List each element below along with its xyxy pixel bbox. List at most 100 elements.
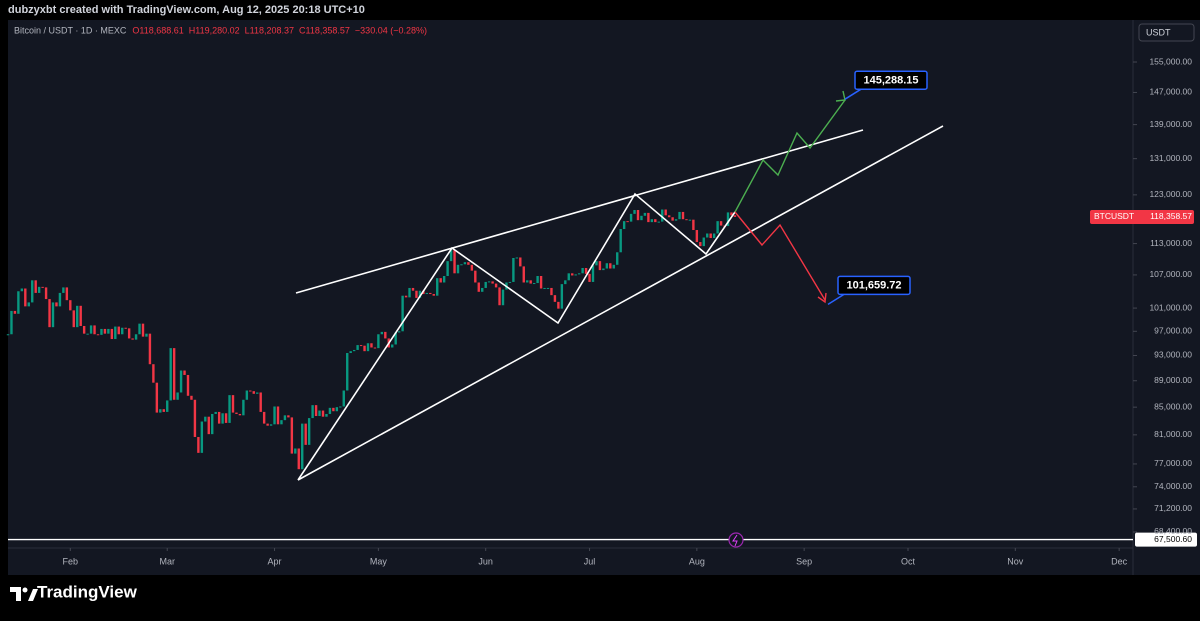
candle xyxy=(169,348,172,401)
event-icon xyxy=(728,532,744,548)
y-tick-label: 147,000.00 xyxy=(1149,87,1192,97)
candle xyxy=(141,323,145,337)
x-tick-label: May xyxy=(370,556,388,566)
candle xyxy=(197,436,200,453)
candle xyxy=(678,211,681,220)
candle xyxy=(166,400,169,412)
candle xyxy=(51,302,55,328)
y-tick-label: 89,000.00 xyxy=(1154,375,1192,385)
candle xyxy=(526,280,529,283)
candle xyxy=(256,392,259,394)
bull-arrowhead xyxy=(835,90,846,102)
x-tick-label: Jun xyxy=(478,556,493,566)
candle xyxy=(536,275,539,284)
y-tick-label: 113,000.00 xyxy=(1150,238,1192,248)
candle xyxy=(211,413,214,435)
logo-mark xyxy=(22,587,28,593)
y-tick-label: 81,000.00 xyxy=(1154,429,1192,439)
candle xyxy=(463,262,467,265)
candle xyxy=(31,280,34,303)
candle xyxy=(62,287,65,293)
candle xyxy=(76,305,79,328)
candle xyxy=(477,282,480,292)
candle xyxy=(633,210,636,214)
candle xyxy=(138,323,141,335)
candle xyxy=(647,212,650,223)
ohlc-value: H119,280.02 xyxy=(189,25,240,35)
candle xyxy=(726,212,730,227)
candle xyxy=(550,287,553,296)
candle xyxy=(626,221,629,223)
candle xyxy=(280,420,283,425)
y-tick-label: 97,000.00 xyxy=(1154,326,1192,336)
x-tick-label: Oct xyxy=(901,556,916,566)
candle xyxy=(501,289,505,306)
candle xyxy=(86,333,89,335)
candle xyxy=(134,334,138,340)
candle xyxy=(314,405,318,417)
candle xyxy=(699,242,702,247)
candle xyxy=(235,412,238,414)
currency-box xyxy=(1138,23,1195,42)
candle xyxy=(100,328,103,335)
candle xyxy=(612,264,615,269)
overlay: 67,500.60 BTCUSDT 118,358.57 145,288.15 101,… xyxy=(8,70,1197,547)
candle xyxy=(498,287,501,306)
candle xyxy=(408,287,411,298)
candle xyxy=(290,417,294,454)
price-line-label: 67,500.60 xyxy=(1154,534,1192,544)
x-tick-label: Apr xyxy=(268,556,282,566)
candle xyxy=(401,295,404,332)
candle xyxy=(93,325,96,335)
candle xyxy=(685,219,688,221)
candle xyxy=(602,268,605,271)
candle xyxy=(13,310,17,314)
candle xyxy=(543,287,546,289)
x-tick-label: Aug xyxy=(689,556,705,566)
candle xyxy=(10,310,13,335)
price-line-box xyxy=(1135,532,1197,547)
logo-mark xyxy=(28,589,38,601)
candle xyxy=(159,409,162,413)
candle xyxy=(571,273,574,276)
candle xyxy=(301,423,304,470)
candle xyxy=(79,305,82,326)
candle xyxy=(276,406,280,425)
candle xyxy=(294,448,297,454)
candle xyxy=(152,364,155,383)
candle xyxy=(674,219,678,221)
candle xyxy=(567,273,570,281)
candle xyxy=(287,415,290,418)
candle xyxy=(671,217,674,221)
candle xyxy=(411,287,415,291)
candle xyxy=(730,212,733,216)
candle xyxy=(519,257,522,267)
candle xyxy=(24,288,27,307)
y-tick-label: 71,200.00 xyxy=(1154,503,1192,513)
candle xyxy=(609,263,612,269)
candle xyxy=(474,270,477,283)
candle xyxy=(716,221,719,234)
candle xyxy=(186,374,190,396)
candle xyxy=(204,416,207,422)
currency: USDT xyxy=(1146,27,1171,37)
y-tick-label: 101,000.00 xyxy=(1149,302,1192,312)
candle xyxy=(446,261,449,276)
candle xyxy=(439,278,442,283)
bull-path xyxy=(734,99,846,213)
candle xyxy=(114,326,117,340)
candle xyxy=(456,264,460,274)
candle xyxy=(69,300,72,311)
candle xyxy=(522,266,525,283)
candle xyxy=(508,281,512,283)
candle xyxy=(564,280,567,285)
candle xyxy=(221,413,224,424)
candle xyxy=(183,370,186,375)
y-tick-label: 85,000.00 xyxy=(1154,401,1192,411)
candle xyxy=(429,292,432,295)
candle xyxy=(622,221,626,230)
y-tick-label: 123,000.00 xyxy=(1149,189,1192,199)
candle xyxy=(55,302,58,307)
candle xyxy=(494,283,498,288)
candle xyxy=(238,413,242,416)
